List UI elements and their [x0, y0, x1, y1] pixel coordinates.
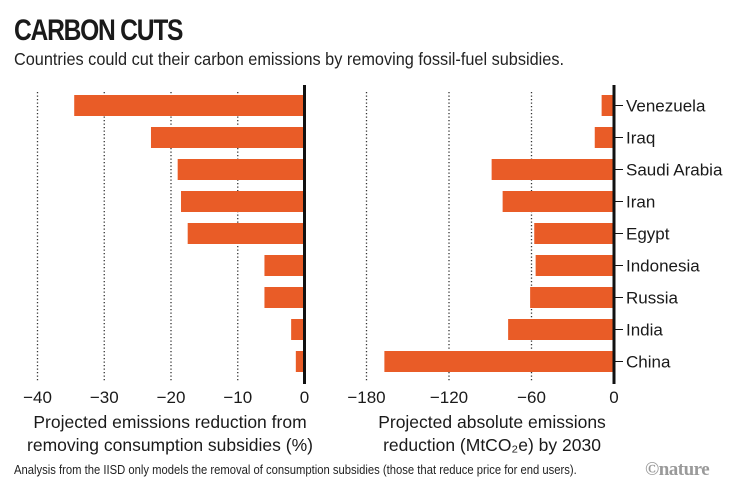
x-tick-label: −180 — [347, 388, 385, 407]
chart-title: CARBON CUTS — [14, 14, 183, 47]
category-label: India — [626, 321, 663, 340]
x-axis-label: reduction (MtCO₂e) by 2030 — [383, 435, 601, 455]
bar-venezuela — [601, 95, 614, 116]
bar-iraq — [594, 127, 614, 148]
bar-china — [384, 351, 614, 372]
nature-logo: ©nature — [645, 459, 710, 480]
bar-india — [508, 319, 614, 340]
bar-venezuela — [74, 95, 305, 116]
category-label: Russia — [626, 289, 679, 308]
category-label: Iraq — [626, 129, 655, 148]
x-tick-label: −30 — [90, 388, 119, 407]
bar-egypt — [187, 223, 305, 244]
bar-china — [295, 351, 305, 372]
bar-iraq — [150, 127, 305, 148]
x-axis-label: Projected emissions reduction from — [33, 412, 306, 432]
bar-indonesia — [535, 255, 614, 276]
x-tick-label: −10 — [223, 388, 252, 407]
category-label: Iran — [626, 193, 655, 212]
category-label: Venezuela — [626, 97, 706, 116]
x-axis-label: removing consumption subsidies (%) — [27, 435, 313, 455]
panel-percent-reduction: −40 −30 −20 −10 0 Projected emissions reducti… — [23, 85, 313, 455]
x-axis-label: Projected absolute emissions — [378, 412, 606, 432]
category-label: Indonesia — [626, 257, 700, 276]
footnote: Analysis from the IISD only models the r… — [14, 463, 577, 477]
x-tick-label: −20 — [157, 388, 186, 407]
category-label: Egypt — [626, 225, 670, 244]
bar-india — [291, 319, 305, 340]
bar-egypt — [534, 223, 614, 244]
bar-russia — [530, 287, 614, 308]
category-label: China — [626, 353, 671, 372]
bar-russia — [264, 287, 305, 308]
category-label: Saudi Arabia — [626, 161, 723, 180]
x-tick-label: −120 — [430, 388, 468, 407]
bar-iran — [181, 191, 305, 212]
bar-iran — [502, 191, 614, 212]
bar-saudi-arabia — [491, 159, 614, 180]
chart-subtitle: Countries could cut their carbon emissio… — [14, 49, 564, 69]
x-tick-label: 0 — [609, 388, 618, 407]
bar-saudi-arabia — [177, 159, 305, 180]
x-tick-label: −40 — [23, 388, 52, 407]
bar-indonesia — [264, 255, 305, 276]
x-tick-label: −60 — [517, 388, 546, 407]
x-tick-label: 0 — [300, 388, 309, 407]
